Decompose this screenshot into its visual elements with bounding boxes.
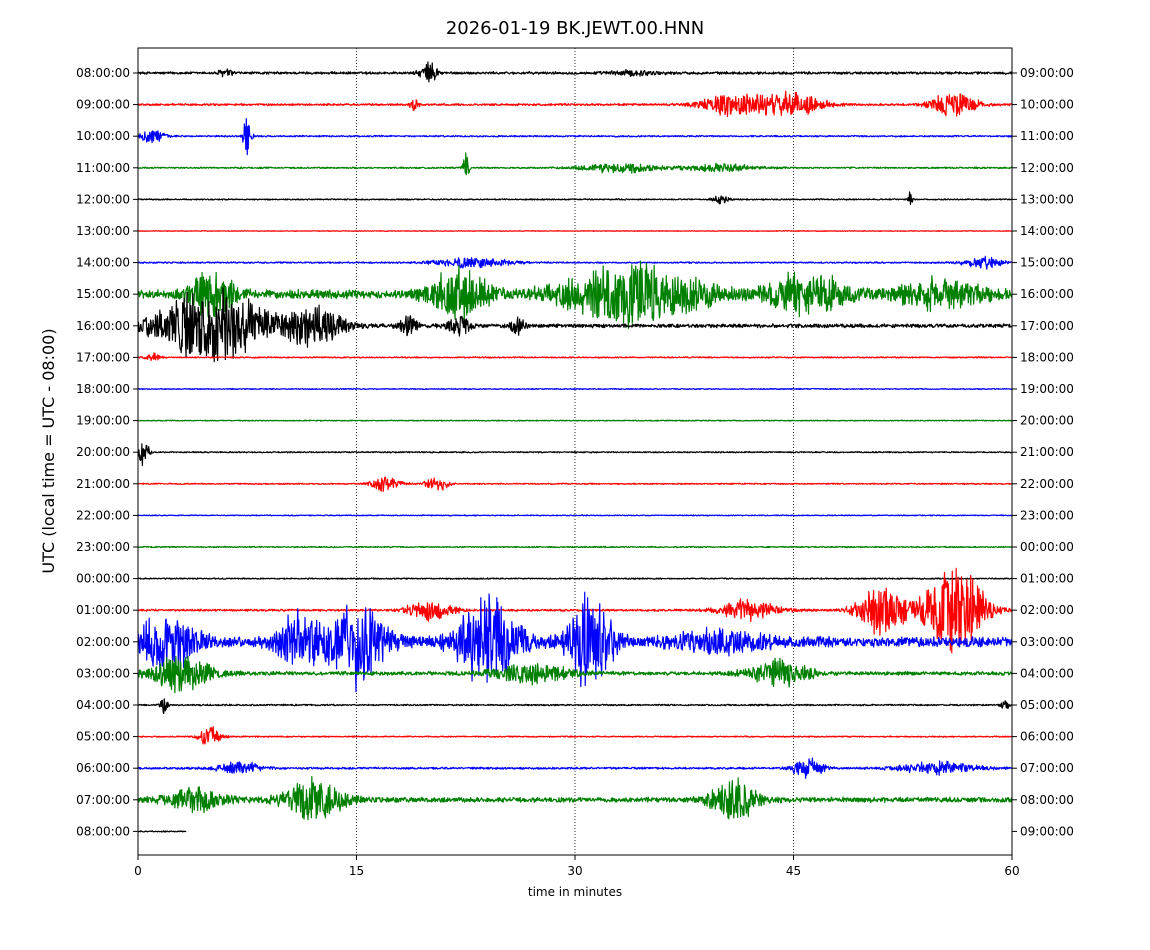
x-tick-label-0: 0 — [134, 864, 142, 878]
y-tick-label-left-2: 10:00:00 — [76, 129, 130, 143]
y-tick-label-left-6: 14:00:00 — [76, 256, 130, 270]
y-tick-label-left-5: 13:00:00 — [76, 224, 130, 238]
y-tick-label-left-20: 04:00:00 — [76, 698, 130, 712]
y-tick-label-left-11: 19:00:00 — [76, 414, 130, 428]
trace-row-10 — [138, 387, 1012, 391]
y-tick-label-left-8: 16:00:00 — [76, 319, 130, 333]
y-tick-label-left-22: 06:00:00 — [76, 761, 130, 775]
trace-row-15 — [138, 545, 1012, 549]
trace-row-18 — [138, 591, 1012, 693]
y-tick-label-right-11: 20:00:00 — [1020, 414, 1074, 428]
y-tick-label-left-24: 08:00:00 — [76, 824, 130, 838]
trace-row-7 — [138, 260, 1012, 329]
trace-row-19 — [138, 655, 1012, 694]
trace-row-20 — [138, 698, 1012, 715]
trace-row-11 — [138, 419, 1012, 422]
y-tick-label-right-16: 01:00:00 — [1020, 572, 1074, 586]
y-tick-label-left-3: 11:00:00 — [76, 161, 130, 175]
y-tick-label-right-13: 22:00:00 — [1020, 477, 1074, 491]
vertical-gridlines — [356, 48, 794, 855]
x-axis-label: time in minutes — [528, 885, 622, 899]
x-tick-labels: 0 15 30 45 60 — [134, 855, 1020, 878]
y-tick-label-right-5: 14:00:00 — [1020, 224, 1074, 238]
trace-row-22 — [138, 757, 1012, 779]
y-tick-label-left-1: 09:00:00 — [76, 98, 130, 112]
trace-row-16 — [138, 577, 1012, 580]
trace-row-12 — [138, 443, 1012, 467]
y-tick-label-right-19: 04:00:00 — [1020, 666, 1074, 680]
trace-row-13 — [138, 476, 1012, 493]
y-tick-label-right-10: 19:00:00 — [1020, 382, 1074, 396]
y-axis-label: UTC (local time = UTC - 08:00) — [39, 328, 58, 573]
y-tick-label-left-10: 18:00:00 — [76, 382, 130, 396]
y-tick-label-right-21: 06:00:00 — [1020, 730, 1074, 744]
y-tick-label-right-14: 23:00:00 — [1020, 508, 1074, 522]
y-tick-label-left-18: 02:00:00 — [76, 635, 130, 649]
y-tick-label-right-23: 08:00:00 — [1020, 793, 1074, 807]
y-tick-label-right-2: 11:00:00 — [1020, 129, 1074, 143]
trace-row-24 — [138, 830, 187, 833]
y-tick-label-left-12: 20:00:00 — [76, 445, 130, 459]
y-tick-label-left-4: 12:00:00 — [76, 192, 130, 206]
y-tick-label-right-20: 05:00:00 — [1020, 698, 1074, 712]
y-tick-label-left-21: 05:00:00 — [76, 730, 130, 744]
y-tick-label-right-18: 03:00:00 — [1020, 635, 1074, 649]
trace-row-21 — [138, 726, 1012, 745]
y-tick-label-left-19: 03:00:00 — [76, 666, 130, 680]
trace-row-9 — [138, 352, 1012, 362]
trace-row-4 — [138, 191, 1012, 205]
x-tick-label-30: 30 — [567, 864, 582, 878]
trace-row-0 — [138, 61, 1012, 83]
y-tick-label-right-24: 09:00:00 — [1020, 824, 1074, 838]
y-tick-label-left-0: 08:00:00 — [76, 66, 130, 80]
x-tick-label-45: 45 — [786, 864, 801, 878]
y-tick-label-right-17: 02:00:00 — [1020, 603, 1074, 617]
y-tick-label-right-1: 10:00:00 — [1020, 98, 1074, 112]
y-tick-label-right-22: 07:00:00 — [1020, 761, 1074, 775]
trace-layer — [138, 61, 1012, 833]
y-tick-label-left-13: 21:00:00 — [76, 477, 130, 491]
y-tick-label-right-12: 21:00:00 — [1020, 445, 1074, 459]
chart-title: 2026-01-19 BK.JEWT.00.HNN — [446, 18, 704, 39]
y-tick-label-left-16: 00:00:00 — [76, 572, 130, 586]
trace-row-23 — [138, 775, 1012, 821]
y-tick-label-right-4: 13:00:00 — [1020, 192, 1074, 206]
trace-row-5 — [138, 229, 1012, 233]
y-tick-label-left-15: 23:00:00 — [76, 540, 130, 554]
y-tick-label-left-7: 15:00:00 — [76, 287, 130, 301]
trace-row-3 — [138, 152, 1012, 176]
trace-row-8 — [138, 287, 1012, 363]
trace-row-17 — [138, 567, 1012, 654]
x-tick-label-15: 15 — [349, 864, 364, 878]
y-tick-label-right-3: 12:00:00 — [1020, 161, 1074, 175]
trace-row-1 — [138, 90, 1012, 118]
y-tick-label-left-17: 01:00:00 — [76, 603, 130, 617]
y-tick-label-right-6: 15:00:00 — [1020, 256, 1074, 270]
y-tick-label-left-14: 22:00:00 — [76, 508, 130, 522]
y-tick-label-left-9: 17:00:00 — [76, 350, 130, 364]
y-tick-labels: 08:00:00 09:00:00 09:00:00 10:00:00 10:00:00… — [76, 66, 1074, 838]
trace-row-6 — [138, 255, 1012, 270]
y-tick-label-right-0: 09:00:00 — [1020, 66, 1074, 80]
x-tick-label-60: 60 — [1004, 864, 1019, 878]
y-tick-label-right-8: 17:00:00 — [1020, 319, 1074, 333]
trace-row-2 — [138, 118, 1012, 156]
y-tick-label-right-15: 00:00:00 — [1020, 540, 1074, 554]
y-tick-label-right-7: 16:00:00 — [1020, 287, 1074, 301]
trace-row-14 — [138, 514, 1012, 517]
y-tick-label-left-23: 07:00:00 — [76, 793, 130, 807]
y-tick-label-right-9: 18:00:00 — [1020, 350, 1074, 364]
